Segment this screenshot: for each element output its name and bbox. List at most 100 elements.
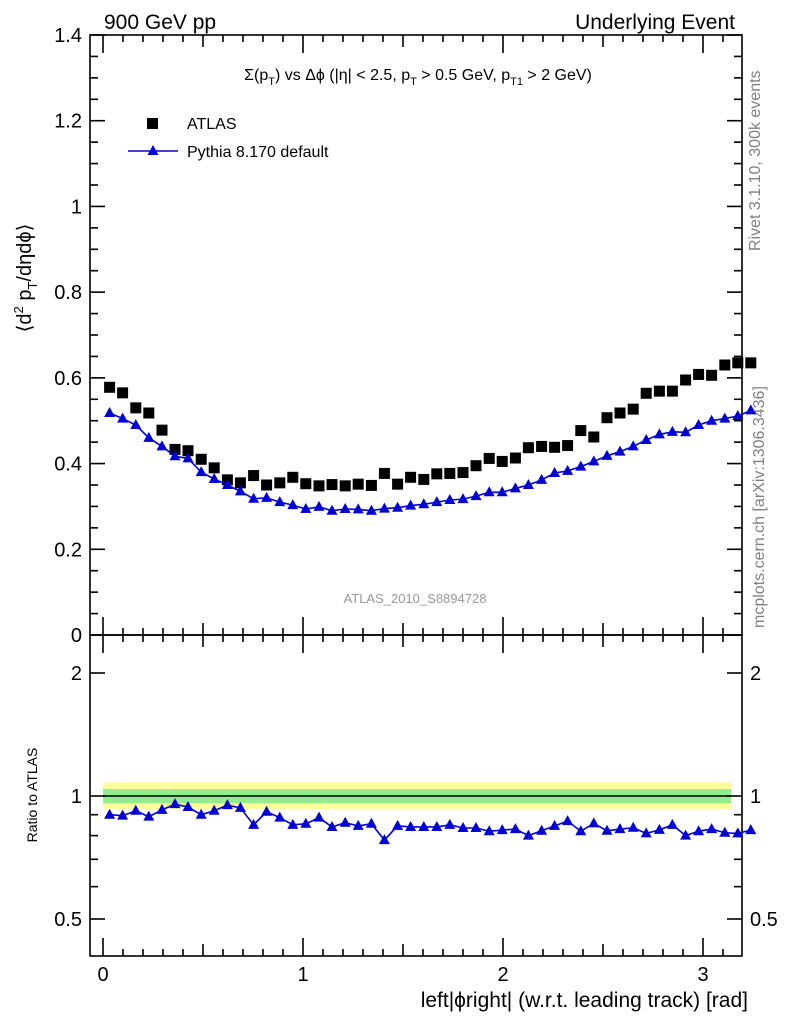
main-x-ticks [102,35,724,635]
ratio-point [457,821,469,832]
pythia-point [261,491,273,502]
ratio-y-tick-label-right: 0.5 [750,909,778,931]
pythia-point [352,503,364,514]
pythia-point [562,464,574,475]
pythia-point [326,504,338,515]
ratio-point [208,804,220,815]
ratio-point [706,823,718,834]
atlas-point [130,402,142,414]
ratio-point [522,829,534,840]
pythia-point [339,503,351,513]
atlas-point [274,477,286,489]
ratio-y-axis: 0.5 0.5 1 1 2 2 [54,663,778,931]
ratio-y-tick-label: 2 [71,663,82,685]
atlas-point [745,357,757,369]
legend-atlas-label: ATLAS [187,116,237,133]
main-y-tick-label: 1 [71,196,82,218]
atlas-point [536,440,548,452]
pythia-point [745,404,757,415]
atlas-point [117,387,129,399]
atlas-point [104,381,116,393]
main-y-tick-label: 0.6 [54,368,82,390]
atlas-point [614,407,626,419]
pythia-point [365,504,377,515]
pythia-point [601,449,613,460]
pythia-point [666,425,678,436]
atlas-point [522,442,534,454]
pythia-point [431,496,443,507]
ratio-y-tick-label-right: 2 [750,663,761,685]
y-axis-label: ⟨d2 pT/dηdϕ⟩ [11,224,40,333]
pythia-point [208,473,220,483]
ratio-point [588,817,600,828]
main-y-tick-label: 1.2 [54,111,82,133]
pythia-point [640,434,652,444]
ratio-point [745,824,757,835]
main-y-axis: 0 0.2 0.4 0.6 0.8 1 1.2 1.4 [54,25,742,647]
ratio-point [156,803,168,814]
pythia-point [287,499,299,510]
ratio-point [666,818,678,829]
atlas-point [300,478,312,490]
ratio-point [509,823,521,834]
atlas-point [195,453,207,465]
ratio-point [365,817,377,828]
ratio-point [444,818,456,829]
x-axis-label: left|ϕright| (w.r.t. leading track) [rad… [421,989,748,1012]
ratio-point [601,824,613,835]
atlas-point [509,452,521,464]
pythia-point [156,440,168,451]
atlas-point [287,471,299,483]
ratio-point [418,820,430,831]
header-right: Underlying Event [575,11,735,34]
pythia-point [719,412,731,423]
mcplots-label: mcplots.cern.ch [arXiv:1306.3436] [751,386,768,628]
pythia-point [405,499,417,510]
atlas-point [496,455,508,467]
ratio-point [261,805,273,816]
ratio-point [117,809,129,820]
ratio-point [693,825,705,836]
atlas-point [326,479,338,491]
legend-atlas-marker [147,118,158,129]
x-tick-label: 0 [97,964,108,986]
atlas-point [431,468,443,480]
header-left: 900 GeV pp [104,11,216,34]
main-y-tick-label: 0.4 [54,454,82,476]
ratio-line [109,803,751,842]
pythia-point [549,467,561,477]
ratio-point [719,826,731,837]
ratio-y-label: Ratio to ATLAS [24,748,40,843]
ratio-point [248,818,260,829]
ratio-point [130,804,142,815]
atlas-point [156,424,168,436]
ratio-point [234,801,246,812]
pythia-point [627,440,639,451]
pythia-point [300,503,312,513]
atlas-point [653,385,665,397]
atlas-point [470,460,482,472]
pythia-point [274,496,286,507]
atlas-point [365,479,377,491]
pythia-point [418,498,430,509]
atlas-point [575,425,587,437]
x-tick-label: 1 [297,964,308,986]
pythia-point [522,479,534,489]
ratio-point [326,820,338,831]
ratio-point [653,823,665,834]
ratio-point [549,819,561,830]
legend: ATLAS Pythia 8.170 default [128,116,329,161]
ratio-point [732,827,744,838]
atlas-point [378,467,390,479]
pythia-point [496,486,508,497]
ratio-point [575,825,587,836]
pythia-point [470,490,482,501]
pythia-point [444,494,456,504]
x-tick-label: 3 [697,964,708,986]
atlas-point [680,374,692,386]
pythia-point [130,419,142,429]
atlas-point [483,452,495,464]
atlas-point [719,359,731,371]
atlas-point [405,471,417,483]
ratio-point [470,821,482,832]
